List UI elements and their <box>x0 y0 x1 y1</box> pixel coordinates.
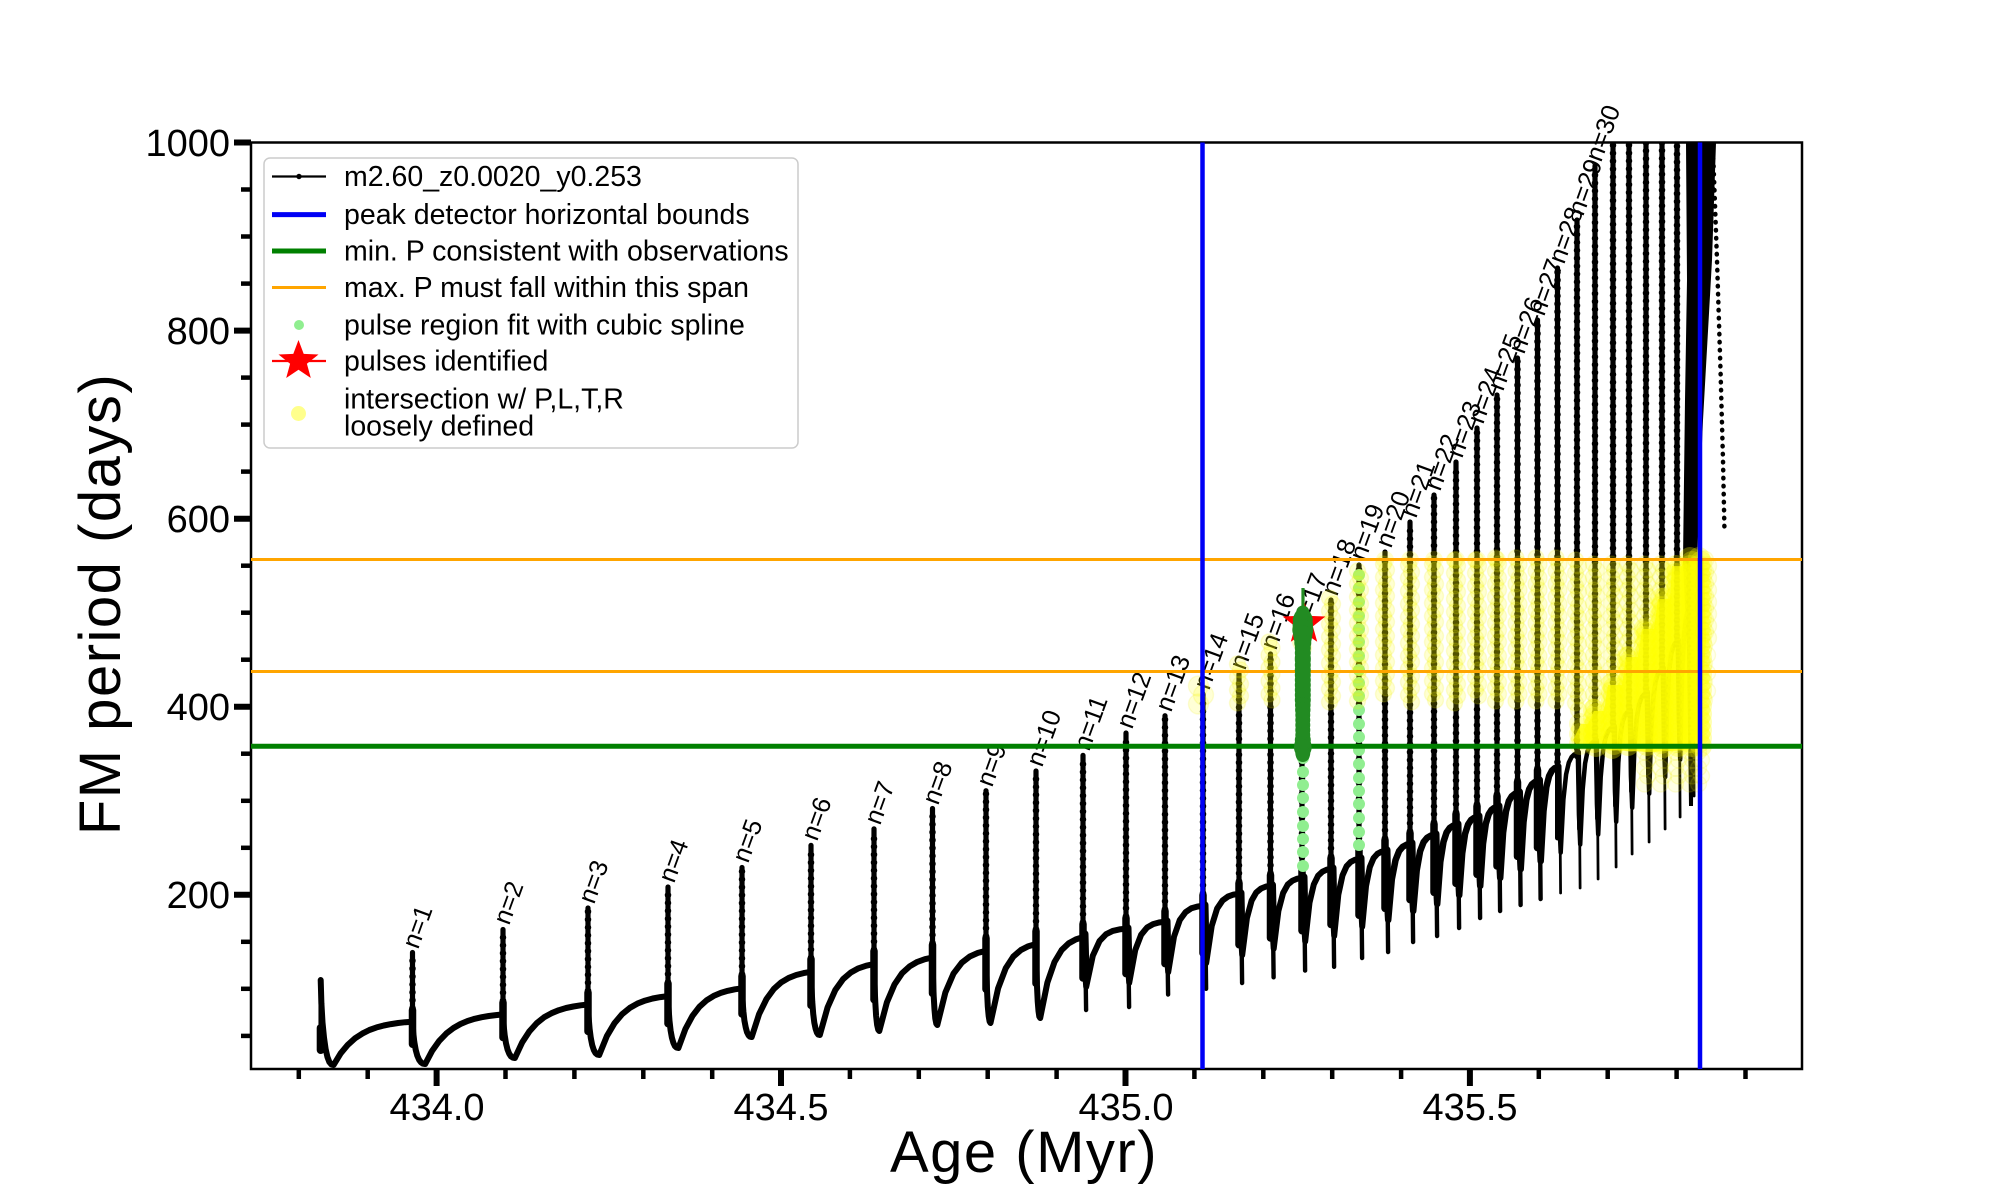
svg-text:n=7: n=7 <box>859 778 900 828</box>
svg-text:pulses identified: pulses identified <box>344 346 548 378</box>
svg-text:400: 400 <box>167 687 230 729</box>
svg-text:intersection w/ P,L,T,R: intersection w/ P,L,T,R <box>344 384 624 416</box>
svg-text:n=1: n=1 <box>397 902 438 952</box>
svg-text:Age (Myr): Age (Myr) <box>890 1120 1158 1185</box>
svg-text:434.0: 434.0 <box>389 1087 484 1129</box>
svg-text:peak detector horizontal bound: peak detector horizontal bounds <box>344 199 750 231</box>
svg-text:n=30: n=30 <box>1580 102 1626 166</box>
svg-text:n=6: n=6 <box>796 794 837 844</box>
svg-text:n=10: n=10 <box>1021 707 1067 771</box>
svg-text:n=12: n=12 <box>1111 669 1157 733</box>
svg-text:1000: 1000 <box>145 123 230 165</box>
svg-text:435.0: 435.0 <box>1078 1087 1173 1129</box>
svg-text:n=3: n=3 <box>573 857 614 907</box>
svg-text:m2.60_z0.0020_y0.253: m2.60_z0.0020_y0.253 <box>344 161 642 193</box>
svg-text:800: 800 <box>167 311 230 353</box>
svg-text:loosely defined: loosely defined <box>344 411 534 443</box>
svg-text:200: 200 <box>167 875 230 917</box>
svg-text:435.5: 435.5 <box>1422 1087 1517 1129</box>
svg-text:max. P must fall within this s: max. P must fall within this span <box>344 272 749 304</box>
svg-text:n=8: n=8 <box>917 758 958 808</box>
svg-text:600: 600 <box>167 499 230 541</box>
svg-text:434.5: 434.5 <box>733 1087 828 1129</box>
svg-text:n=4: n=4 <box>653 836 694 886</box>
svg-text:n=2: n=2 <box>488 878 529 928</box>
svg-text:pulse region fit with cubic sp: pulse region fit with cubic spline <box>344 310 745 342</box>
svg-text:FM period (days): FM period (days) <box>68 373 133 835</box>
svg-text:n=5: n=5 <box>727 816 768 866</box>
svg-text:n=29: n=29 <box>1562 156 1608 220</box>
svg-text:min. P consistent with observa: min. P consistent with observations <box>344 236 789 268</box>
